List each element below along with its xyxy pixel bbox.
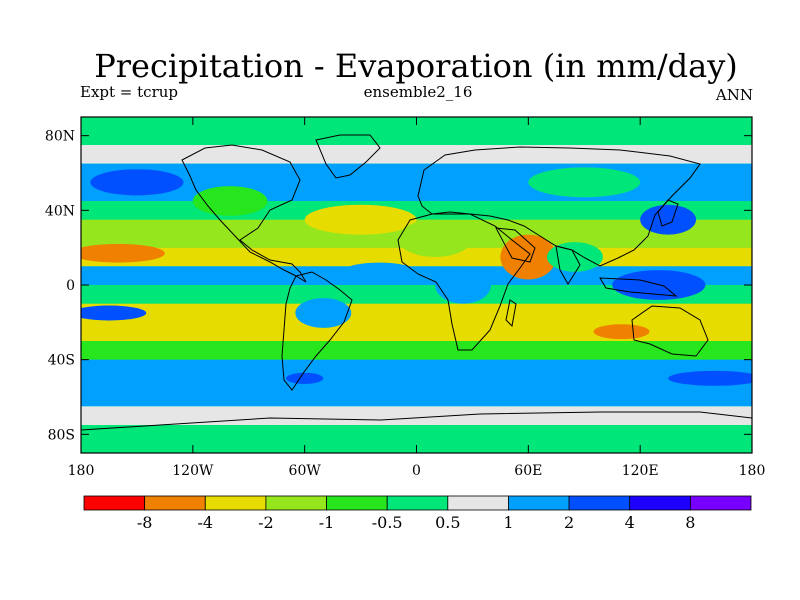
- colorbar-label: 8: [685, 513, 695, 532]
- coast-eurasia: [417, 146, 701, 267]
- field-feature-15: [192, 186, 268, 216]
- colorbar-label: -2: [258, 513, 274, 532]
- precip-evap-field: [81, 117, 752, 453]
- field-feature-8: [546, 242, 603, 272]
- field-feature-13: [286, 372, 324, 384]
- coast-japan: [657, 199, 679, 227]
- x-axis: 180 120W 60W 0 60E 120E 180: [68, 117, 766, 479]
- y-axis: 80N 40N 0 40S 80S: [45, 129, 752, 443]
- colorbar-swatch: [689, 495, 752, 511]
- colorbar-label: -0.5: [372, 513, 403, 532]
- y-tick-label: 0: [66, 278, 75, 294]
- field-feature-11: [593, 324, 650, 340]
- field-band-10: [81, 359, 752, 407]
- y-tick-label: 40N: [45, 203, 75, 219]
- field-feature-2: [81, 305, 147, 321]
- coast-antarctica: [81, 411, 752, 431]
- colorbar: -8 -4 -2 -1 -0.5 0.5 1 2 4 8: [83, 495, 752, 532]
- coast-indonesia: [599, 277, 678, 297]
- field-feature-10: [640, 204, 697, 235]
- coast-australia: [631, 305, 709, 357]
- field-band-1: [81, 145, 752, 164]
- subtitle-season: ANN: [715, 86, 753, 104]
- x-tick-label: 0: [412, 463, 421, 479]
- y-tick-label: 80S: [48, 427, 75, 443]
- y-tick-label: 40S: [48, 353, 75, 369]
- subtitle-expt: Expt = tcrup: [80, 83, 178, 101]
- field-feature-3: [304, 204, 417, 235]
- field-feature-6: [435, 266, 492, 304]
- colorbar-swatch: [326, 495, 388, 511]
- field-feature-12: [295, 298, 352, 328]
- colorbar-swatch: [144, 495, 206, 511]
- coast-north-america: [181, 144, 307, 283]
- coast-madagascar: [505, 299, 517, 328]
- field-band-11: [81, 406, 752, 425]
- x-tick-label: 120W: [172, 463, 214, 479]
- coast-arabia: [495, 227, 536, 263]
- subtitle-ensemble: ensemble2_16: [364, 83, 473, 101]
- field-band-8: [81, 303, 752, 341]
- coast-greenland: [315, 134, 381, 179]
- colorbar-swatch: [265, 495, 327, 511]
- colorbar-label: -8: [137, 513, 153, 532]
- colorbar-label: 4: [625, 513, 635, 532]
- x-tick-label: 120E: [622, 463, 659, 479]
- colorbar-label: 0.5: [435, 513, 460, 532]
- x-tick-label: 60W: [289, 463, 322, 479]
- x-tick-label: 180: [68, 463, 95, 479]
- colorbar-swatch: [386, 495, 449, 511]
- chart-title: Precipitation - Evaporation (in mm/day): [94, 47, 738, 85]
- colorbar-label: -4: [197, 513, 213, 532]
- coastlines: [81, 134, 752, 431]
- x-tick-label: 180: [739, 463, 766, 479]
- x-tick-label: 60E: [514, 463, 542, 479]
- colorbar-swatch: [83, 495, 146, 511]
- colorbar-label: -1: [319, 513, 335, 532]
- colorbar-swatch: [508, 495, 570, 511]
- field-feature-4: [345, 262, 413, 278]
- field-band-7: [81, 285, 752, 304]
- y-tick-label: 80N: [45, 129, 75, 145]
- coast-south-america: [281, 271, 353, 391]
- colorbar-label: 2: [564, 513, 574, 532]
- field-feature-16: [528, 167, 641, 198]
- colorbar-swatch: [629, 495, 691, 511]
- colorbar-swatch: [568, 495, 631, 511]
- coast-africa: [397, 213, 531, 351]
- coast-india: [555, 245, 581, 285]
- field-feature-14: [668, 370, 752, 386]
- colorbar-swatch: [204, 495, 267, 511]
- field-feature-1: [81, 243, 165, 263]
- field-feature-0: [90, 169, 184, 196]
- colorbar-swatch: [447, 495, 509, 511]
- field-feature-5: [397, 219, 473, 257]
- field-band-9: [81, 341, 752, 360]
- colorbar-label: 1: [503, 513, 513, 532]
